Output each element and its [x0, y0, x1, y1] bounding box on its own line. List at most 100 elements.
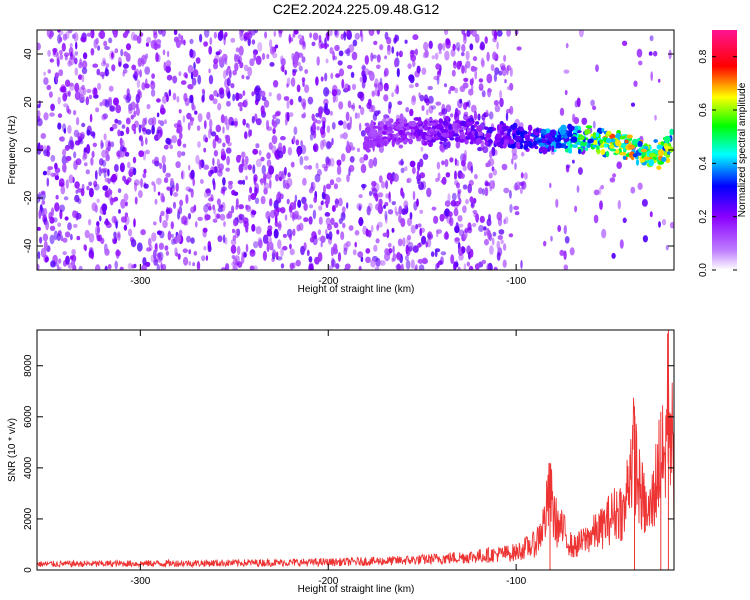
spectrogram-cell: [234, 62, 239, 72]
spectrogram-cell: [62, 237, 68, 243]
spectrogram-cell: [611, 252, 616, 259]
spectrogram-cell: [277, 223, 282, 228]
spectrogram-cell: [373, 40, 378, 46]
spectrogram-ridge-cell: [593, 139, 598, 146]
spectrogram-cell: [238, 204, 245, 210]
spectrogram-cell: [69, 255, 74, 260]
spectrogram-cell: [57, 96, 61, 105]
spectrogram-cell: [203, 164, 210, 170]
snr-ticks: -300 -200 -100 0 2000 4000 6000 8000: [23, 330, 674, 587]
spectrogram-cell: [81, 84, 85, 90]
spectrogram-cell: [151, 124, 155, 135]
spectrogram-cell: [90, 30, 95, 39]
spectrogram-cell: [114, 118, 119, 124]
spectrogram-cell: [316, 126, 320, 131]
spectrogram-cell: [467, 227, 473, 234]
spectrogram-cell: [244, 98, 249, 108]
spectrogram-cell: [487, 229, 492, 240]
spectrogram-cell: [204, 214, 211, 221]
spectrogram-cell: [54, 162, 58, 170]
snr-y-axis-label: SNR (10 * v/v): [7, 418, 18, 482]
spectrogram-cell: [320, 235, 326, 243]
spectrogram-ridge-cell: [477, 124, 484, 129]
spectrogram-cell: [557, 225, 562, 232]
spectrogram-cell: [443, 140, 448, 148]
spectrogram-cell: [153, 221, 157, 226]
spectrogram-cell: [650, 71, 653, 82]
spectrogram-cell: [329, 179, 335, 186]
spectrogram-cell: [284, 118, 288, 126]
spectrogram-cell: [175, 252, 179, 257]
spectrogram-cell: [445, 39, 451, 49]
spectrogram-cell: [409, 212, 413, 220]
spectrogram-cell: [511, 158, 514, 165]
spectrogram-cell: [102, 210, 107, 215]
spectrogram-cell: [391, 227, 395, 233]
spectrogram-cell: [49, 225, 56, 231]
spectrogram-ridge-cell: [425, 136, 431, 141]
spectrogram-cell: [193, 251, 197, 256]
spectrogram-cell: [125, 201, 128, 207]
spectrogram-cell: [125, 126, 130, 135]
spectrogram-cell: [382, 117, 387, 123]
spectrogram-cell: [325, 140, 332, 150]
spectrogram-cell: [395, 264, 402, 270]
spectrogram-y-tick-label: -20: [23, 190, 34, 205]
spectrogram-cell: [218, 204, 224, 209]
spectrogram-cell: [245, 175, 248, 181]
spectrogram-cell: [112, 30, 118, 38]
spectrogram-cell: [497, 235, 503, 240]
spectrogram-cell: [247, 164, 252, 171]
spectrogram-cell: [433, 75, 440, 81]
spectrogram-cell: [297, 199, 302, 208]
spectrogram-cell: [320, 201, 324, 206]
spectrogram-ridge-cell: [640, 148, 647, 153]
spectrogram-cell: [89, 113, 93, 123]
spectrogram-cell: [47, 69, 52, 74]
spectrogram-cell: [37, 251, 41, 260]
spectrogram-ridge-cell: [549, 129, 556, 136]
spectrogram-ridge-cell: [398, 129, 404, 136]
spectrogram-ridge-cell: [501, 125, 507, 132]
spectrogram-cell: [600, 184, 604, 190]
spectrogram-cell: [431, 105, 437, 110]
spectrogram-cell: [669, 221, 674, 229]
spectrogram-cell: [142, 257, 147, 266]
spectrogram-ridge-cell: [605, 138, 612, 144]
spectrogram-cell: [394, 34, 398, 43]
spectrogram-cell: [56, 233, 61, 241]
spectrogram-cell: [423, 94, 429, 103]
spectrogram-cell: [145, 137, 148, 145]
spectrogram-cell: [284, 69, 288, 76]
spectrogram-ridge-cell: [653, 139, 658, 143]
spectrogram-cell: [622, 40, 628, 46]
spectrogram-cell: [294, 194, 298, 203]
spectrogram-cell: [381, 181, 386, 189]
spectrogram-cell: [559, 249, 565, 256]
spectrogram-cell: [472, 222, 477, 228]
spectrogram-cell: [95, 264, 101, 270]
spectrogram-cell: [373, 157, 378, 167]
spectrogram-cell: [514, 162, 517, 170]
snr-x-tick-label: -100: [506, 576, 526, 587]
spectrogram-cell: [97, 82, 102, 91]
spectrogram-cell: [100, 139, 104, 150]
spectrogram-cell: [340, 153, 346, 162]
spectrogram-cell: [57, 58, 60, 68]
spectrogram-cell: [205, 202, 212, 208]
spectrogram-cell: [210, 169, 214, 175]
spectrogram-ridge-cell: [551, 145, 555, 152]
spectrogram-cell: [292, 68, 298, 73]
spectrogram-cell: [225, 167, 230, 172]
spectrogram-ridge-cell: [452, 133, 460, 137]
spectrogram-cell: [343, 30, 347, 41]
colorbar: 0.0 0.2 0.4 0.6 0.8 Normalized spectral ampl…: [698, 30, 748, 277]
spectrogram-cell: [333, 183, 338, 190]
spectrogram-cell: [371, 180, 377, 187]
spectrogram-cell: [82, 52, 88, 60]
spectrogram-ridge-cell: [584, 147, 589, 151]
spectrogram-ridge-cell: [619, 135, 626, 140]
spectrogram-cell: [323, 184, 326, 194]
spectrogram-cell: [270, 209, 276, 219]
spectrogram-cell: [333, 55, 338, 61]
